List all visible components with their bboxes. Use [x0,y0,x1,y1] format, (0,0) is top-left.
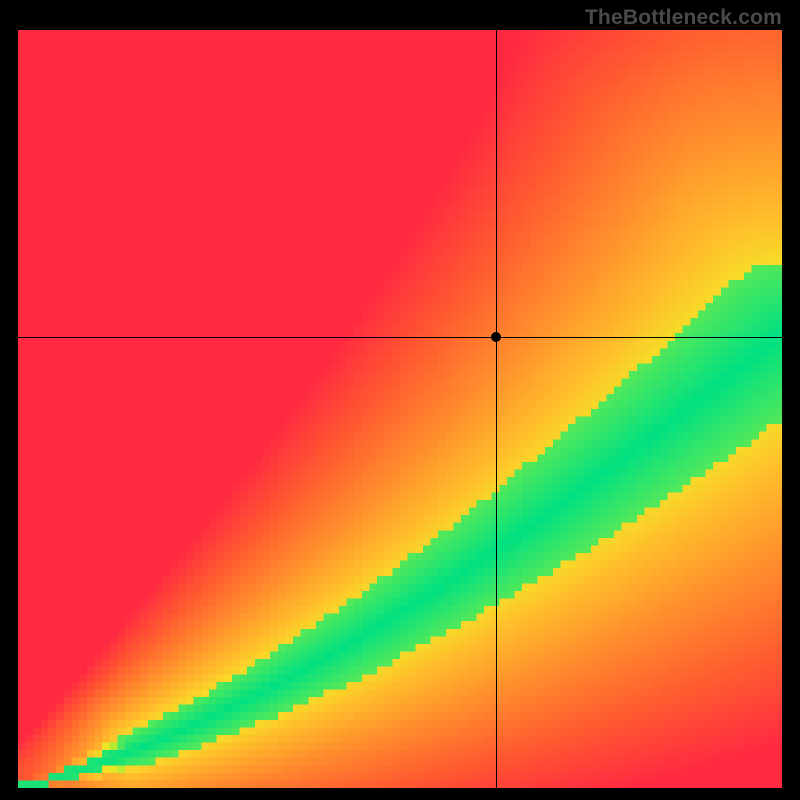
heatmap-canvas [18,30,782,788]
crosshair-marker [491,332,501,342]
crosshair-vertical [496,30,497,788]
plot-area [18,30,782,788]
watermark-text: TheBottleneck.com [585,6,782,30]
crosshair-horizontal [18,337,782,338]
